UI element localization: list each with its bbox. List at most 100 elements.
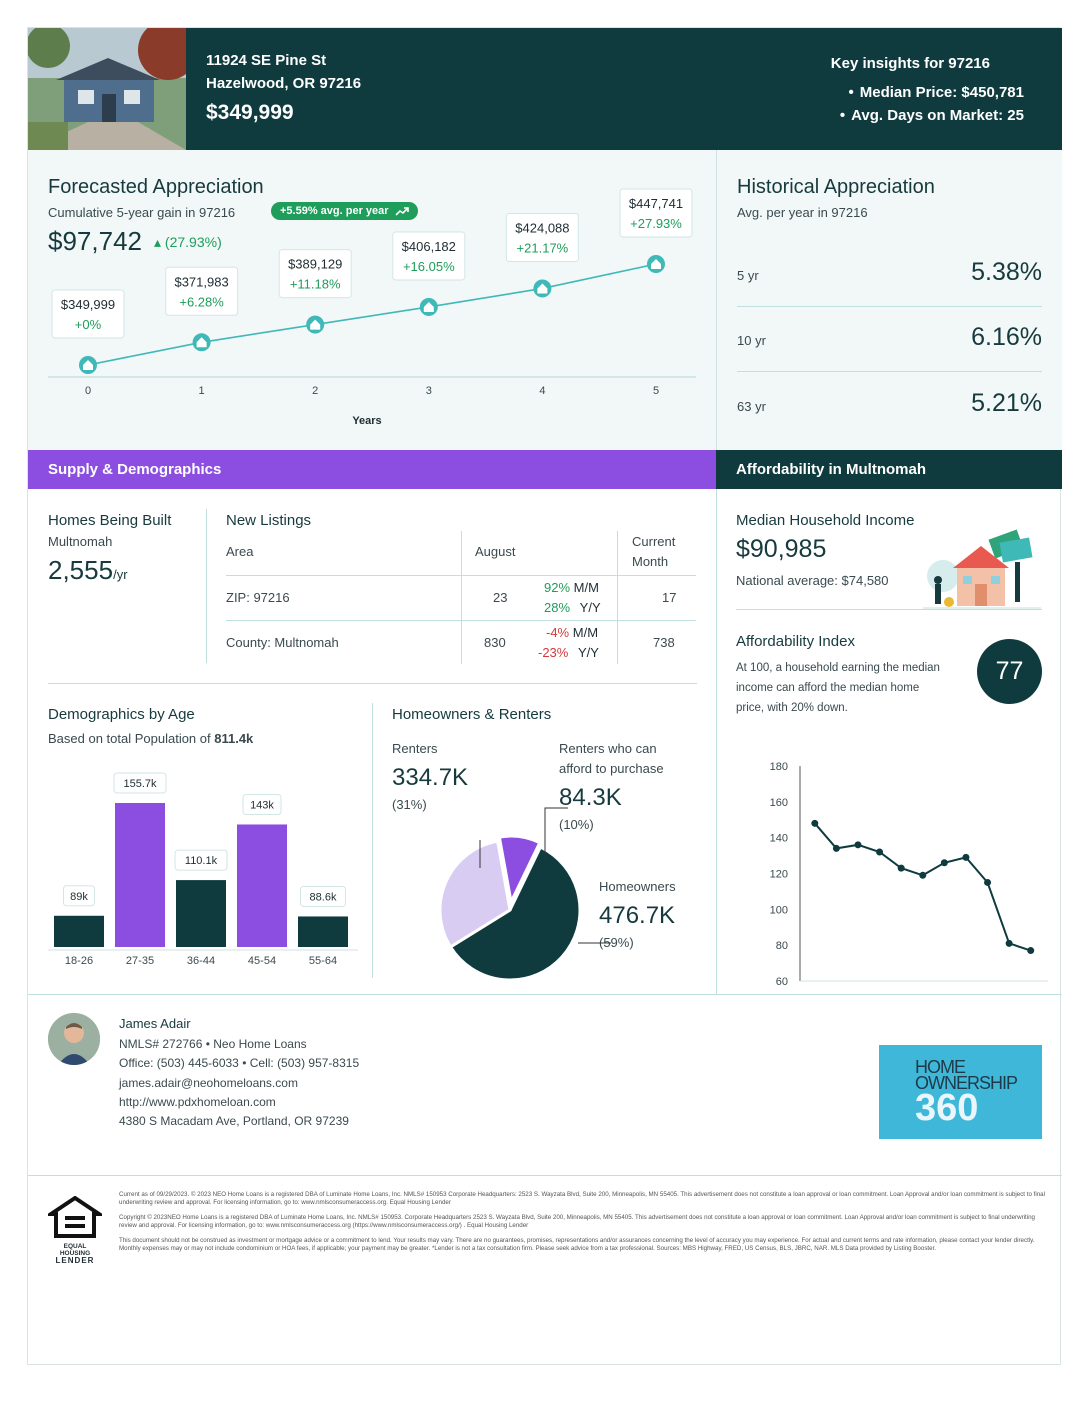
- pct-label: +0%: [75, 317, 102, 332]
- badge-label: +5.59% avg. per year: [280, 205, 389, 217]
- mm-label: M/M: [572, 625, 599, 640]
- data-point: [984, 878, 992, 886]
- renters-label: Renters: [392, 741, 438, 756]
- leader-line: [544, 807, 568, 858]
- equal-housing-icon: EQUAL HOUSING LENDER: [44, 1195, 106, 1265]
- afford-index-desc-line1: At 100, a household earning the median: [736, 662, 940, 674]
- pct-label: +21.17%: [517, 240, 569, 255]
- data-label: 110.1k: [185, 855, 218, 867]
- homeownership360-logo: HOME OWNERSHIP 360: [879, 1045, 1042, 1139]
- hist-label: 63 yr: [737, 399, 766, 414]
- forecast-gain: $97,742: [48, 226, 142, 256]
- house-glyph: [423, 301, 434, 312]
- bar: [54, 915, 104, 947]
- house-glyph: [83, 360, 93, 370]
- agent-address: 4380 S Macadam Ave, Portland, OR 97239: [119, 1114, 349, 1128]
- afford-index-desc-line2: income can afford the median home: [736, 682, 920, 694]
- divider: [372, 703, 373, 978]
- divider: [48, 683, 697, 684]
- y-tick-label: 80: [776, 940, 788, 952]
- disclaimer-paragraph: Current as of 09/29/2023. © 2023 NEO Hom…: [119, 1191, 1045, 1206]
- data-label: $447,741: [629, 196, 683, 211]
- band-title: Supply & Demographics: [48, 461, 222, 478]
- bar-label-box: [113, 772, 167, 794]
- insights-title: Key insights for 97216: [830, 55, 990, 72]
- bar-label-box: [242, 793, 282, 815]
- forecast-line: [87, 263, 657, 366]
- forecast-title: Forecasted Appreciation: [48, 176, 264, 198]
- afford-line: [814, 822, 1032, 952]
- renters-pct: (31%): [392, 797, 427, 812]
- afford-value: 84.3K: [559, 784, 622, 811]
- pct-label: +27.93%: [630, 216, 682, 231]
- income-value: $90,985: [736, 535, 827, 563]
- agent-email[interactable]: james.adair@neohomeloans.com: [119, 1076, 298, 1090]
- divider: [736, 609, 1042, 610]
- logo-line3: 360: [915, 1087, 979, 1129]
- x-tick-label: 5: [653, 385, 659, 397]
- data-label: 89k: [70, 891, 88, 903]
- mm-change: 92%: [544, 580, 571, 595]
- listing-august: 830: [484, 635, 506, 650]
- value-callout: [619, 188, 693, 238]
- hist-row-10yr: 10 yr 6.16%: [737, 307, 1042, 372]
- afford-pct: (10%): [559, 817, 594, 832]
- divider: [28, 994, 1062, 995]
- pie-slice-renters: [438, 839, 512, 949]
- demographics-title: Demographics by Age: [48, 706, 195, 723]
- data-label: 143k: [250, 799, 274, 811]
- avg-per-year-badge: +5.59% avg. per year: [271, 202, 418, 220]
- house-glyph: [537, 283, 548, 294]
- forecast-chart: Years 0 $349,999 +0% 1 $371,983 +6.28% 2 $389,1…: [48, 188, 696, 427]
- new-listings-title: New Listings: [226, 512, 312, 529]
- agent-avatar: [48, 1013, 100, 1065]
- pie-slice-afford: [497, 834, 542, 907]
- band-title: Affordability in Multnomah: [736, 461, 926, 478]
- data-point: [940, 859, 948, 867]
- demographics-chart: 89k 18-26 155.7k 27-35 110.1k 36-44 143k 45-54 8…: [48, 772, 358, 967]
- x-tick-label: 45-54: [248, 955, 276, 967]
- divider: [617, 531, 618, 664]
- x-tick-label: 3: [426, 385, 432, 397]
- y-tick-label: 180: [770, 761, 788, 773]
- value-callout: [165, 266, 239, 316]
- agent-nmls: NMLS# 272766 • Neo Home Loans: [119, 1037, 307, 1051]
- listing-yy: 28% Y/Y: [544, 600, 601, 615]
- house-glyph: [196, 337, 207, 348]
- col-header-current: Current: [632, 534, 676, 549]
- data-point: [962, 853, 970, 861]
- y-tick-label: 140: [770, 833, 788, 845]
- col-header-area: Area: [226, 544, 254, 559]
- logo-line1: HOME: [915, 1057, 966, 1077]
- afford-index-desc-line3: price, with 20% down.: [736, 702, 848, 714]
- listing-current: 738: [653, 635, 675, 650]
- col-header-month: Month: [632, 554, 669, 569]
- historical-subtitle: Avg. per year in 97216: [737, 205, 868, 220]
- divider: [716, 489, 717, 994]
- forecast-panel: Forecasted Appreciation Cumulative 5-yea…: [28, 150, 716, 450]
- owners-label: Homeowners: [599, 879, 676, 894]
- house-glyph: [310, 319, 321, 330]
- x-tick-label: 27-35: [126, 955, 154, 967]
- yy-change: -23%: [538, 645, 569, 660]
- ehl-line2: LENDER: [55, 1256, 95, 1265]
- bar-label-box: [63, 885, 95, 907]
- yy-label: Y/Y: [579, 600, 601, 615]
- y-tick-label: 120: [770, 869, 788, 881]
- listing-mm: 92% M/M: [544, 580, 599, 595]
- data-point: [854, 841, 862, 849]
- pct-label: +11.18%: [290, 277, 341, 292]
- disclaimer-paragraph: Copyright © 2023NEO Home Loans is a regi…: [119, 1214, 1035, 1229]
- house-illustration: [923, 526, 1041, 615]
- owners-pct: (59%): [599, 935, 634, 950]
- agent-website[interactable]: http://www.pdxhomeloan.com: [119, 1095, 276, 1109]
- value-callout: [392, 231, 466, 281]
- homes-built-title: Homes Being Built: [48, 512, 172, 529]
- supply-demographics-band: Supply & Demographics: [28, 450, 716, 489]
- yy-change: 28%: [544, 600, 571, 615]
- listing-mm: -4% M/M: [546, 625, 598, 640]
- flyer-page: 11924 SE Pine St Hazelwood, OR 97216 $34…: [27, 27, 1062, 1365]
- ehl-line1: EQUAL HOUSING: [59, 1243, 91, 1257]
- y-tick-label: 100: [770, 904, 788, 916]
